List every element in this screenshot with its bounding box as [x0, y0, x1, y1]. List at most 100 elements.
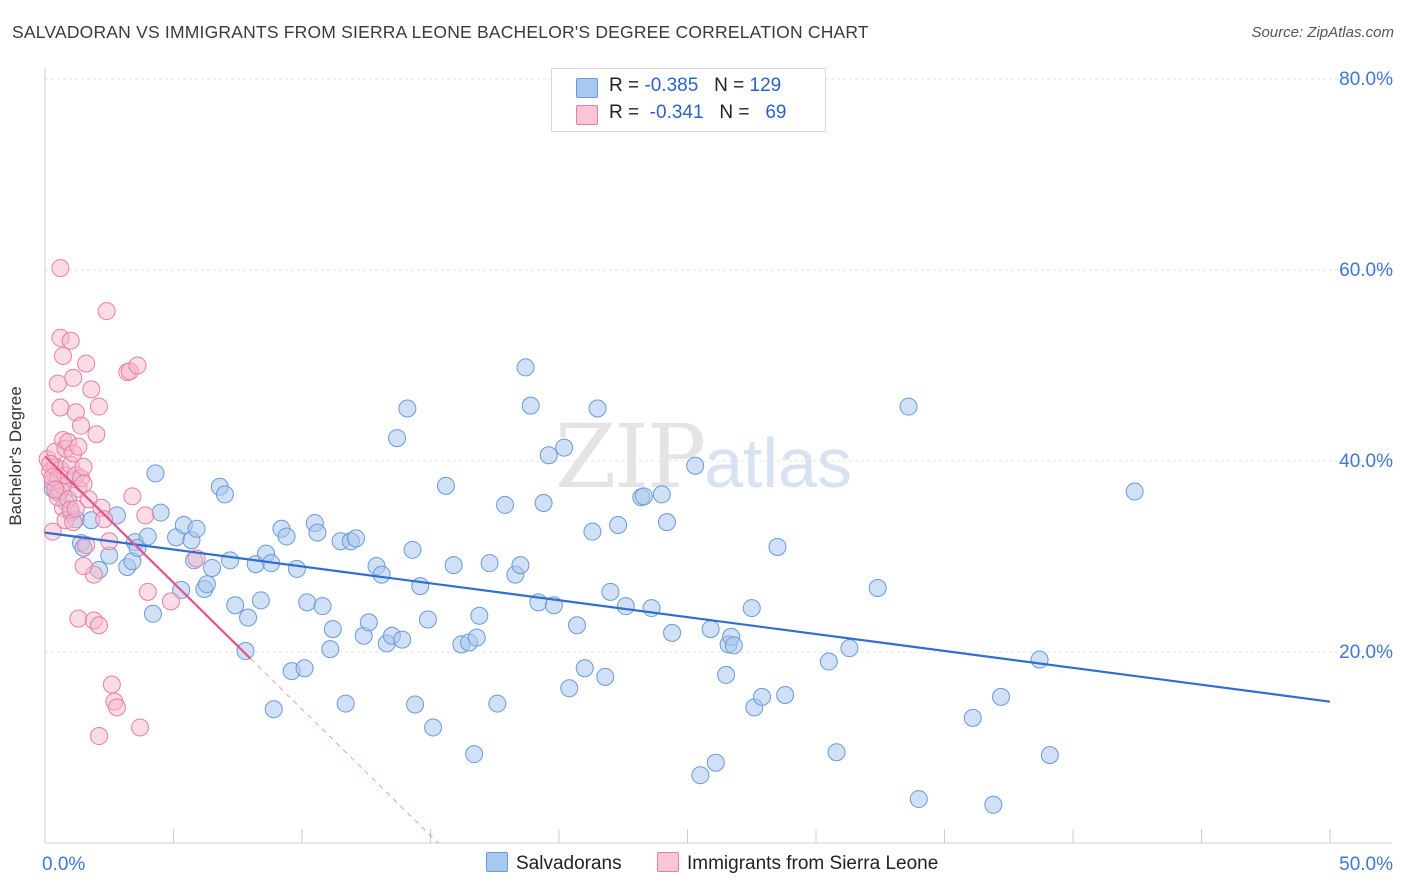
axes: [44, 68, 1392, 844]
salvadoran-point: [634, 487, 653, 506]
salvadoran-point: [143, 604, 162, 623]
salvadoran-point: [221, 551, 240, 570]
sierra-leone-point: [77, 354, 96, 373]
sierra-leone-point: [107, 698, 126, 717]
salvadoran-point: [321, 640, 340, 659]
salvadoran-point: [470, 606, 489, 625]
salvadoran-point: [336, 694, 355, 713]
salvadoran-point: [239, 608, 258, 627]
salvadoran-point: [465, 745, 484, 764]
salvadoran-point: [652, 485, 671, 504]
sierra-leone-point: [128, 356, 147, 375]
salvadoran-point: [963, 708, 982, 727]
sierra-leone-point: [161, 592, 180, 611]
bottom-legend-sierra-leone: Immigrants from Sierra Leone: [657, 852, 938, 875]
legend-r-label: R =: [609, 102, 640, 123]
sierra-leone-point: [89, 727, 108, 746]
sierra-leone-point: [131, 718, 150, 737]
sierra-leone-point: [102, 675, 121, 694]
salvadoran-point: [1040, 746, 1059, 765]
salvadoran-point: [583, 522, 602, 541]
salvadoran-point: [295, 659, 314, 678]
salvadoran-point: [1125, 482, 1144, 501]
legend-swatch-pink: [576, 105, 598, 125]
legend-n-value: 69: [765, 102, 787, 123]
sierra-leone-point: [74, 457, 93, 476]
salvadoran-point: [323, 620, 342, 639]
salvadoran-point: [596, 667, 615, 686]
sierra-leone-point: [89, 616, 108, 635]
sierra-leone-point: [123, 487, 142, 506]
sierra-leone-point: [43, 522, 62, 541]
sierra-leone-point: [74, 557, 93, 576]
salvadoran-point: [424, 718, 443, 737]
legend-n-label: N =: [719, 102, 750, 123]
salvadoran-point: [575, 659, 594, 678]
sierra-leone-points: [38, 259, 206, 746]
salvadoran-point: [264, 700, 283, 719]
salvadoran-point: [187, 519, 206, 538]
sierra-leone-point: [97, 302, 116, 321]
salvadoran-point: [899, 397, 918, 416]
salvadoran-point: [534, 494, 553, 513]
sierra-leone-point: [53, 346, 72, 365]
salvadoran-point: [609, 515, 628, 534]
sierra-leone-point: [89, 397, 108, 416]
salvadoran-point: [819, 652, 838, 671]
salvadorans-trend-line: [44, 531, 1331, 703]
sierra-leone-point: [77, 536, 96, 555]
stats-legend: R = -0.385 N = 129 R = -0.341 N = 69: [551, 68, 826, 132]
salvadoran-point: [226, 596, 245, 615]
salvadoran-point: [840, 639, 859, 658]
salvadoran-point: [388, 429, 407, 448]
sierra-leone-point: [69, 437, 88, 456]
y-tick-label: 60.0%: [1339, 260, 1393, 281]
sierra-leone-point: [82, 380, 101, 399]
salvadoran-point: [511, 556, 530, 575]
salvadoran-point: [984, 795, 1003, 814]
legend-r-value: -0.341: [649, 102, 704, 123]
salvadoran-point: [436, 476, 455, 495]
salvadoran-point: [686, 456, 705, 475]
trend-lines: [44, 455, 1331, 844]
salvadoran-point: [539, 446, 558, 465]
chart-title: SALVADORAN VS IMMIGRANTS FROM SIERRA LEO…: [12, 22, 869, 42]
sierra-leone-point: [51, 259, 70, 278]
salvadoran-point: [909, 790, 928, 809]
salvadoran-point: [1030, 650, 1049, 669]
salvadoran-point: [480, 554, 499, 573]
salvadoran-point: [516, 358, 535, 377]
salvadoran-point: [567, 616, 586, 635]
y-tick-label: 40.0%: [1339, 451, 1393, 472]
salvadoran-point: [359, 613, 378, 632]
x-tick-label-max: 50.0%: [1339, 854, 1393, 875]
salvadoran-point: [868, 579, 887, 598]
y-axis-label: Bachelor's Degree: [6, 386, 25, 526]
legend-r-value: -0.385: [644, 75, 699, 96]
salvadoran-point: [138, 527, 157, 546]
salvadoran-point: [724, 636, 743, 655]
salvadoran-point: [215, 485, 234, 504]
sierra-leone-point: [69, 609, 88, 628]
y-tick-label: 80.0%: [1339, 69, 1393, 90]
sierra-leone-point: [66, 499, 85, 518]
sierra-leone-trend-extension: [250, 658, 439, 844]
salvadoran-point: [521, 396, 540, 415]
salvadoran-point: [992, 687, 1011, 706]
salvadoran-point: [403, 540, 422, 559]
legend-r-label: R =: [609, 75, 640, 96]
bottom-legend-label: Salvadorans: [516, 853, 622, 874]
sierra-leone-point: [51, 398, 70, 417]
salvadoran-point: [146, 464, 165, 483]
salvadoran-point: [768, 537, 787, 556]
sierra-leone-point: [136, 506, 155, 525]
x-tick-label-min: 0.0%: [42, 854, 85, 875]
salvadoran-point: [236, 642, 255, 661]
salvadoran-point: [827, 743, 846, 762]
salvadoran-point: [616, 597, 635, 616]
salvadoran-point: [467, 628, 486, 647]
watermark-zip: ZIP: [555, 405, 706, 508]
salvadoran-point: [496, 495, 515, 514]
sierra-leone-point: [95, 510, 114, 529]
salvadoran-point: [418, 610, 437, 629]
